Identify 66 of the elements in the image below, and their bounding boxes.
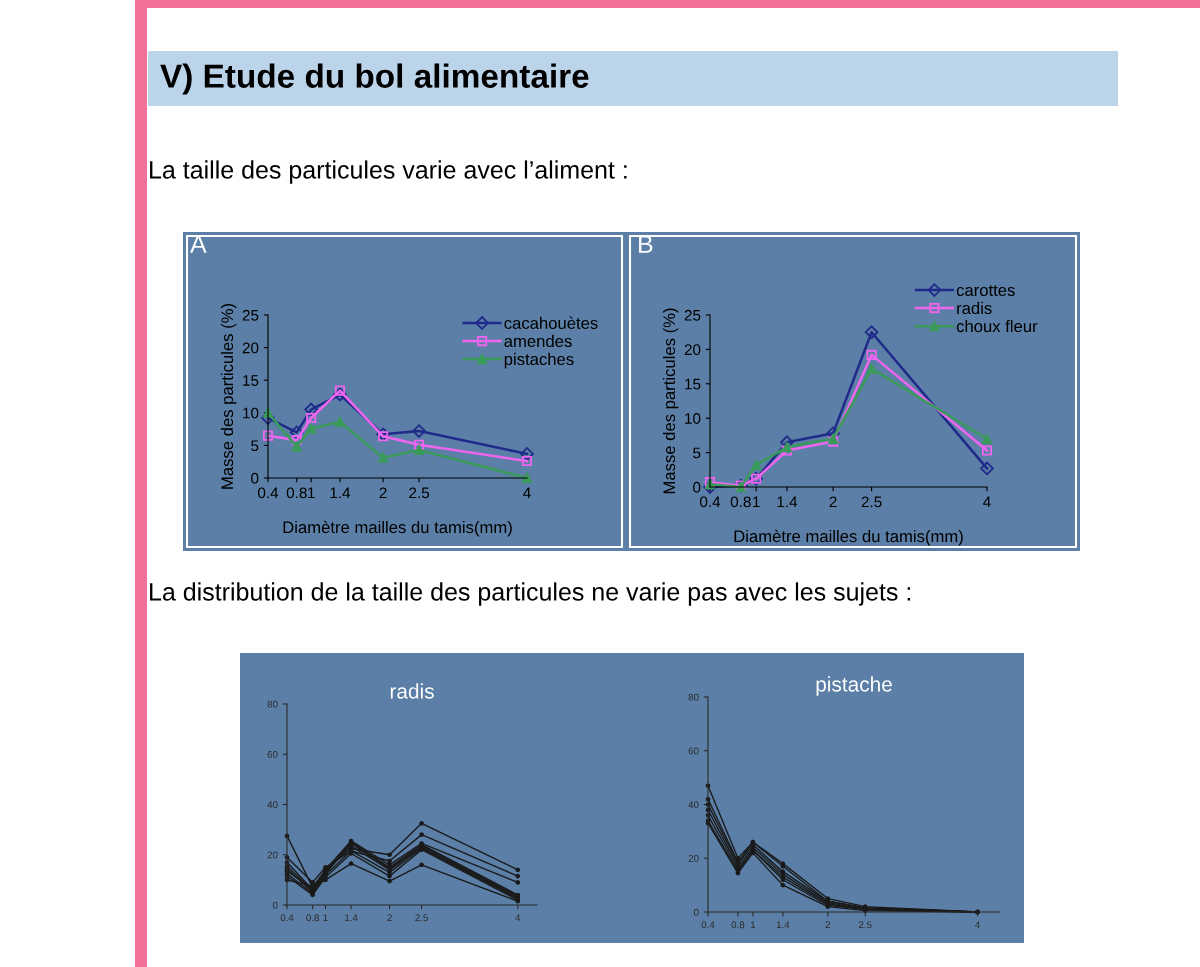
legend-label: amendes	[504, 334, 572, 348]
y-tick-label: 10	[243, 407, 259, 419]
x-tick-label: 2	[825, 921, 831, 929]
x-tick-label: 1.4	[330, 487, 351, 499]
y-tick-label: 0	[693, 481, 701, 493]
y-tick-label: 20	[242, 342, 259, 354]
x-tick-label: 0.4	[699, 496, 721, 508]
x-tick-label: 1	[750, 921, 756, 929]
y-tick-label: 15	[243, 375, 259, 386]
x-tick-label: 1	[323, 914, 328, 922]
y-axis-title: Masse des particules (%)	[662, 308, 679, 494]
y-tick-label: 25	[242, 309, 259, 321]
legend-label: cacahouètes	[504, 316, 598, 330]
x-tick-label: 0.4	[280, 914, 294, 922]
x-tick-label: 0.8	[306, 914, 319, 922]
y-tick-label: 20	[267, 851, 278, 859]
y-tick-label: 15	[685, 378, 701, 390]
y-tick-label: 40	[267, 801, 278, 809]
x-tick-label: 2.5	[861, 496, 882, 508]
y-tick-label: 20	[688, 854, 699, 862]
y-tick-label: 60	[267, 750, 278, 758]
x-tick-label: 4	[515, 914, 521, 922]
text: A	[190, 235, 207, 253]
y-tick-label: 10	[685, 413, 701, 424]
x-tick-label: 0.8	[730, 496, 751, 508]
x-tick-label: 4	[983, 496, 991, 508]
x-tick-label: 2	[829, 496, 837, 508]
legend-label: carottes	[956, 285, 1015, 297]
y-tick-label: 5	[693, 447, 701, 459]
x-tick-label: 1.4	[776, 921, 790, 929]
text: La distribution de la taille des particules ne varie pas avec les sujets :	[150, 582, 911, 606]
y-tick-label: 0	[693, 908, 699, 916]
legend-label: pistaches	[504, 352, 574, 369]
y-axis-title: Masse des particules (%)	[220, 303, 237, 489]
x-axis-title: Diamètre mailles du tamis(mm)	[283, 520, 512, 537]
x-tick-label: 0.8	[731, 921, 745, 929]
text: La taille des particules varie avec l’aliment :	[150, 160, 627, 184]
y-tick-label: 80	[688, 693, 699, 701]
y-tick-label: 25	[684, 309, 701, 321]
y-tick-label: 40	[688, 801, 699, 809]
x-tick-label: 4	[975, 921, 980, 929]
text: V) Etude du bol alimentaire	[160, 63, 589, 95]
chart-title: pistache	[816, 676, 892, 696]
x-tick-label: 2.5	[858, 921, 872, 929]
chart-title: radis	[390, 683, 434, 699]
x-tick-label: 0.8	[286, 487, 307, 499]
x-tick-label: 1	[753, 496, 760, 508]
y-tick-label: 20	[684, 344, 701, 356]
y-tick-label: 60	[688, 747, 699, 755]
x-tick-label: 2	[379, 487, 387, 499]
legend-label: choux fleur	[956, 319, 1038, 333]
x-tick-label: 1	[308, 487, 315, 499]
x-tick-label: 0.4	[257, 487, 279, 499]
y-tick-label: 80	[267, 700, 278, 708]
x-tick-label: 4	[523, 487, 531, 499]
x-axis-title: Diamètre mailles du tamis(mm)	[734, 529, 963, 546]
y-tick-label: 0	[272, 901, 278, 909]
y-tick-label: 0	[251, 472, 259, 484]
x-tick-label: 0.4	[701, 921, 715, 929]
x-tick-label: 2.5	[415, 914, 428, 922]
x-tick-label: 1.4	[345, 914, 358, 922]
y-tick-label: 5	[251, 440, 259, 452]
x-tick-label: 2.5	[409, 487, 430, 499]
x-tick-label: 2	[387, 914, 392, 922]
legend-label: radis	[957, 301, 992, 315]
x-tick-label: 1.4	[777, 496, 798, 508]
